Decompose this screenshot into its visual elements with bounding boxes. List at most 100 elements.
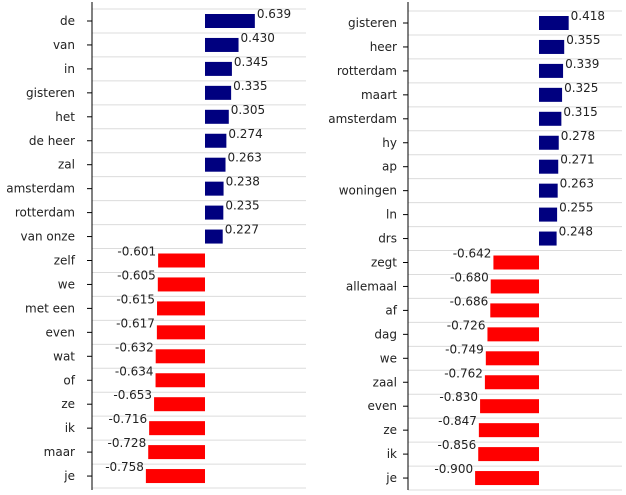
chart-1-negative-bar — [155, 349, 205, 364]
chart-2-value-label: 0.355 — [566, 33, 600, 47]
chart-2-positive-bar — [539, 207, 558, 222]
chart-2-category-label: gisteren — [348, 16, 397, 30]
chart-1-positive-bar — [205, 181, 224, 196]
chart-2-category-label: heer — [370, 40, 397, 54]
chart-2-value-label: -0.856 — [438, 438, 477, 452]
chart-2-negative-bar — [478, 447, 539, 462]
chart-1-value-label: 0.305 — [231, 103, 265, 117]
chart-2-value-label: -0.642 — [453, 247, 492, 261]
chart-1-negative-bar — [158, 253, 205, 268]
chart-1-positive-bar — [205, 14, 255, 28]
chart-1-value-label: 0.430 — [241, 31, 275, 45]
chart-1-category-label: met een — [25, 301, 75, 315]
chart-2-positive-bar — [539, 63, 564, 78]
chart-1-positive-bar — [205, 133, 227, 148]
chart-1-negative-bar — [156, 325, 205, 340]
chart-2-value-label: 0.278 — [561, 129, 595, 143]
chart-2-value-label: -0.726 — [447, 318, 486, 332]
chart-2-category-label: ze — [383, 423, 397, 437]
chart-1-negative-bar — [157, 277, 205, 292]
chart-1-category-label: of — [63, 373, 75, 387]
chart-2-value-label: -0.749 — [445, 342, 484, 356]
chart-1-category-label: ik — [65, 421, 75, 435]
chart-1-category-label: in — [64, 62, 75, 76]
chart-1-value-label: -0.605 — [117, 268, 156, 282]
chart-2-category-label: je — [385, 471, 397, 485]
chart-2-negative-bar — [475, 471, 539, 486]
chart-2-negative-bar — [487, 327, 539, 342]
chart-1-value-label: 0.274 — [228, 127, 262, 141]
chart-1-value-label: -0.632 — [115, 340, 154, 354]
chart-2-category-label: amsterdam — [328, 112, 397, 126]
chart-1-positive-bar — [205, 37, 239, 52]
chart-1-negative-bar — [149, 421, 205, 436]
chart-1-positive-bar — [205, 109, 229, 124]
chart-1-positive-bar — [205, 229, 223, 244]
chart-1-category-label: je — [63, 469, 75, 483]
chart-1-category-label: amsterdam — [6, 182, 75, 196]
chart-1-category-label: ze — [61, 397, 75, 411]
chart-2-value-label: 0.255 — [559, 201, 593, 215]
chart-2-value-label: -0.900 — [434, 462, 473, 476]
chart-2-value-label: 0.263 — [560, 177, 594, 191]
chart-2-negative-bar — [478, 423, 539, 438]
chart-2-category-label: ik — [387, 447, 397, 461]
chart-2-category-label: zegt — [371, 256, 397, 270]
chart-2-positive-bar — [539, 87, 563, 102]
chart-1-value-label: -0.758 — [105, 460, 144, 474]
chart-1-negative-bar — [148, 445, 205, 460]
chart-2-value-label: -0.762 — [444, 366, 483, 380]
chart-1-value-label: -0.615 — [116, 292, 155, 306]
chart-1-category-label: de — [60, 14, 75, 28]
chart-2-category-label: maart — [361, 88, 397, 102]
chart-1-category-label: van — [53, 38, 75, 52]
chart-2-value-label: 0.339 — [565, 57, 599, 71]
chart-2-value-label: -0.847 — [438, 414, 477, 428]
chart-1-value-label: 0.227 — [225, 223, 259, 237]
chart-1-value-label: 0.238 — [226, 175, 260, 189]
chart-2-value-label: 0.325 — [564, 81, 598, 95]
chart-1-positive-bar — [205, 157, 226, 172]
chart-1-value-label: 0.345 — [234, 55, 268, 69]
chart-1-value-label: 0.263 — [228, 151, 262, 165]
chart-1-negative-bar — [154, 397, 205, 412]
chart-1-positive-bar — [205, 61, 232, 76]
chart-2-positive-bar — [539, 111, 562, 126]
chart-1-value-label: -0.716 — [108, 412, 147, 426]
chart-1-category-label: zal — [58, 158, 75, 172]
chart-1-value-label: -0.653 — [113, 388, 152, 402]
chart-2-negative-bar — [490, 303, 539, 318]
chart-2-category-label: zaal — [373, 375, 397, 389]
chart-2-category-label: ln — [386, 208, 397, 222]
chart-2-value-label: -0.680 — [450, 270, 489, 284]
chart-2-category-label: dag — [374, 327, 397, 341]
chart-2-value-label: 0.271 — [560, 153, 594, 167]
chart-1-value-label: -0.634 — [115, 364, 154, 378]
chart-1-category-label: gisteren — [26, 86, 75, 100]
chart-1-positive-bar — [205, 85, 232, 100]
chart-1-category-label: wat — [53, 349, 75, 363]
chart-2-value-label: 0.418 — [571, 9, 605, 23]
chart-2-category-label: we — [380, 351, 397, 365]
chart-1-value-label: 0.335 — [233, 79, 267, 93]
chart-2-negative-bar — [485, 351, 539, 366]
chart-2-category-label: af — [385, 303, 397, 317]
chart-1-value-label: -0.617 — [116, 316, 155, 330]
chart-1-category-label: rotterdam — [15, 206, 75, 220]
chart-2-negative-bar — [493, 255, 539, 270]
chart-2-category-label: even — [368, 399, 397, 413]
chart-1-category-label: de heer — [29, 134, 75, 148]
chart-1-category-label: maar — [44, 445, 75, 459]
chart-2-value-label: 0.315 — [563, 105, 597, 119]
chart-2-positive-bar — [539, 135, 559, 150]
chart-2-category-label: allemaal — [346, 279, 397, 293]
chart-2-positive-bar — [539, 231, 557, 246]
chart-2-positive-bar — [539, 159, 559, 174]
chart-1-value-label: -0.728 — [108, 436, 147, 450]
chart-2-positive-bar — [539, 39, 565, 54]
chart-1-value-label: 0.639 — [257, 7, 291, 21]
chart-1-negative-bar — [145, 469, 205, 484]
chart-2-positive-bar — [539, 16, 569, 30]
